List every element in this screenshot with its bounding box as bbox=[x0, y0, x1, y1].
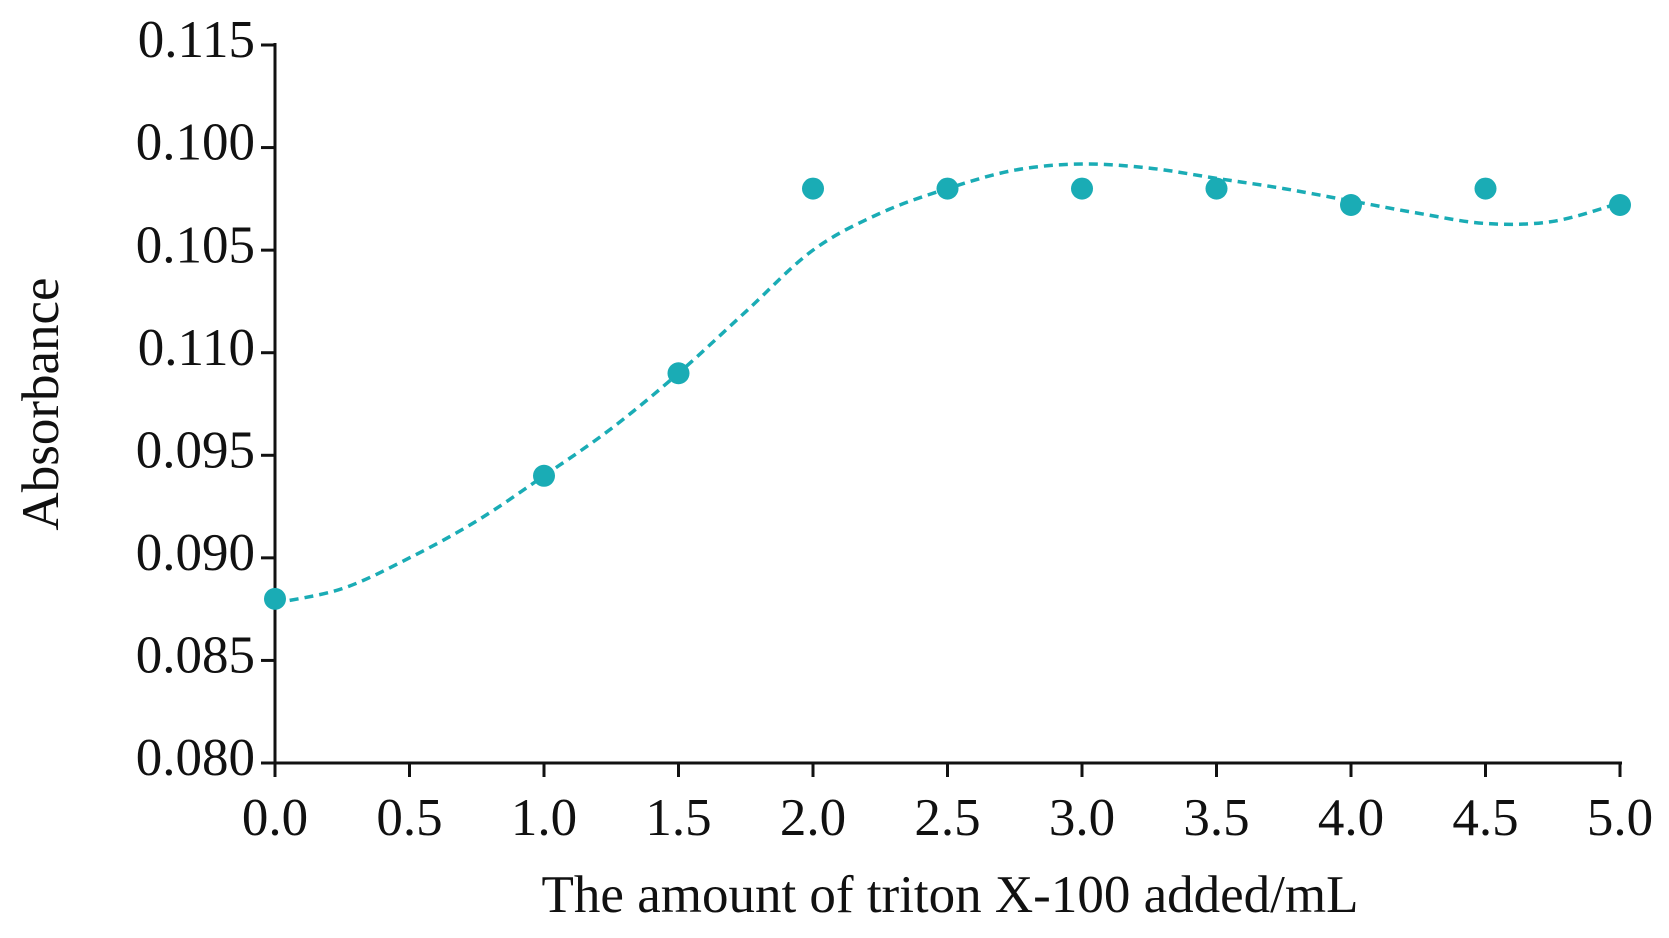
x-tick-label: 4.0 bbox=[1318, 789, 1384, 847]
trend-line bbox=[274, 162, 1621, 605]
y-tick-label: 0.090 bbox=[136, 524, 255, 582]
data-point bbox=[1609, 194, 1631, 217]
x-tick-label: 0.0 bbox=[242, 789, 308, 847]
x-tick-label: 4.5 bbox=[1452, 789, 1518, 847]
y-axis-title: Absorbance bbox=[12, 277, 70, 530]
data-point bbox=[667, 362, 690, 385]
x-tick-label: 2.0 bbox=[780, 789, 846, 847]
x-tick-label: 5.0 bbox=[1587, 789, 1653, 847]
y-tick-label: 0.100 bbox=[136, 114, 255, 172]
data-point bbox=[264, 587, 286, 610]
data-point bbox=[802, 177, 824, 200]
y-tick-label: 0.095 bbox=[136, 421, 255, 479]
x-tick-label: 3.0 bbox=[1049, 789, 1115, 847]
x-tick-label: 1.0 bbox=[511, 789, 577, 847]
x-tick-label: 3.5 bbox=[1183, 789, 1249, 847]
data-point bbox=[1205, 177, 1228, 200]
data-point bbox=[1071, 177, 1093, 200]
x-tick-label: 1.5 bbox=[645, 789, 711, 847]
y-tick-label: 0.080 bbox=[136, 729, 255, 787]
x-tick-label: 2.5 bbox=[914, 789, 980, 847]
x-axis-title: The amount of triton X-100 added/mL bbox=[542, 866, 1359, 924]
data-point bbox=[533, 464, 555, 487]
y-tick-label: 0.115 bbox=[138, 11, 255, 69]
y-tick-label: 0.110 bbox=[138, 319, 255, 377]
y-tick-label: 0.085 bbox=[136, 627, 255, 685]
data-point bbox=[936, 177, 959, 200]
data-point bbox=[1340, 194, 1362, 217]
x-tick-label: 0.5 bbox=[376, 789, 442, 847]
data-point bbox=[1474, 177, 1497, 200]
y-tick-label: 0.105 bbox=[136, 216, 255, 274]
